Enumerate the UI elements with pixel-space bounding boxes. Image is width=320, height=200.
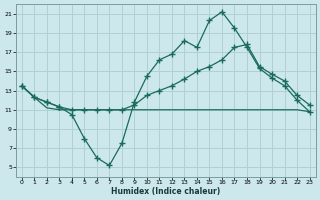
X-axis label: Humidex (Indice chaleur): Humidex (Indice chaleur)	[111, 187, 220, 196]
